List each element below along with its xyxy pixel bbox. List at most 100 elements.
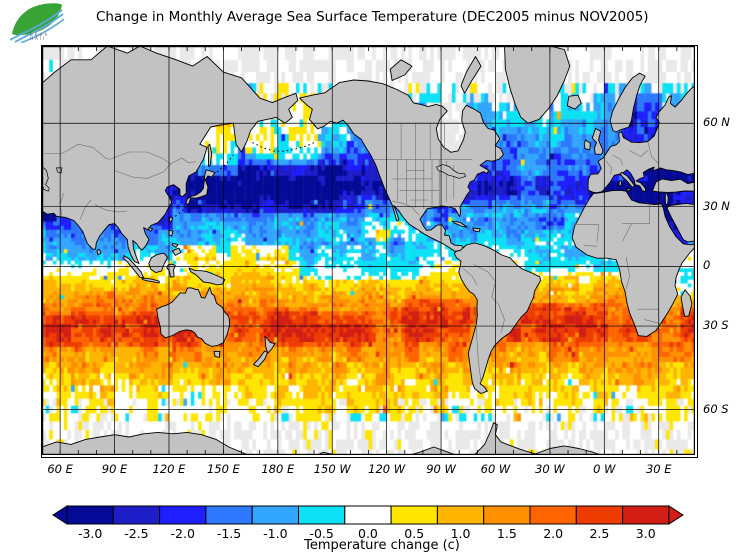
land-australia xyxy=(156,286,231,347)
land-levant xyxy=(664,191,669,205)
land-antarctica xyxy=(42,422,602,455)
colorbar-segment xyxy=(205,505,253,525)
land-iceland xyxy=(566,94,582,110)
islands-kurils xyxy=(216,154,234,173)
land-arabia-west xyxy=(666,202,695,243)
lon-tick-label: 150 E xyxy=(206,462,240,476)
colorbar-tick-label: -2.5 xyxy=(124,526,148,541)
figure-title: Change in Monthly Average Sea Surface Te… xyxy=(96,9,649,25)
lon-tick-label: 30 E xyxy=(645,462,672,476)
country-border xyxy=(622,223,632,242)
colorbar-tick-label: -2.0 xyxy=(171,526,195,541)
land-italy xyxy=(619,171,636,188)
land-uk xyxy=(591,127,604,155)
colorbar-segment xyxy=(159,505,207,525)
land-java xyxy=(141,277,160,284)
wave-lines-icon xyxy=(9,9,63,41)
colorbar-segment xyxy=(483,505,531,525)
colorbar: -3.0 -2.5 -2.0 -1.5 -1.0 -0.5 0.0 0.5 1.0 1.5 2.0 2… xyxy=(52,505,684,541)
land-madagascar xyxy=(680,289,693,317)
land-eurasia xyxy=(42,46,299,264)
country-border xyxy=(462,268,478,286)
land-africa xyxy=(571,189,695,337)
land-mindanao xyxy=(171,247,182,256)
lon-tick-label: 60 W xyxy=(480,462,511,476)
lat-tick-label: 60 N xyxy=(703,115,730,130)
colorbar-tick-label: 2.5 xyxy=(590,526,610,541)
colorbar-tick-label: -1.0 xyxy=(263,526,287,541)
lon-tick-label: 180 E xyxy=(261,462,295,476)
land-south-america xyxy=(453,242,541,394)
land-nz-south xyxy=(253,350,268,368)
colorbar-segment xyxy=(575,505,624,525)
land-victoria-island xyxy=(389,59,413,81)
colorbar-tick-label: 0.5 xyxy=(404,526,424,541)
lat-tick-label: 30 S xyxy=(703,318,729,333)
map-overlay xyxy=(42,46,695,455)
logo-caption: BRUA HAII xyxy=(30,32,50,41)
country-border xyxy=(94,204,128,213)
colorbar-caption: Temperature change (c) xyxy=(304,538,460,553)
colorbar-tick-label: 3.0 xyxy=(636,526,656,541)
colorbar-segment xyxy=(529,505,577,525)
islands-ryukyus xyxy=(174,206,187,217)
land-luzon xyxy=(168,230,174,237)
map-panel xyxy=(41,45,698,458)
land-anatolia xyxy=(651,178,695,193)
land-taiwan xyxy=(168,216,174,223)
lon-tick-label: 90 W xyxy=(426,462,456,476)
colorbar-segment xyxy=(622,505,670,525)
colorbar-segment xyxy=(344,505,392,525)
lat-tick-label: 30 N xyxy=(703,198,730,213)
colorbar-tick-label: 0.0 xyxy=(358,526,378,541)
colorbar-tick-label: -0.5 xyxy=(309,526,333,541)
land-hainan xyxy=(148,227,154,232)
land-europe xyxy=(587,85,695,194)
land-nz-north xyxy=(264,335,276,354)
lon-tick-label: 120 W xyxy=(368,462,406,476)
colorbar-tick-label: -3.0 xyxy=(78,526,102,541)
land-sicily xyxy=(626,187,632,192)
agency-leaf-logo xyxy=(9,3,65,43)
country-border xyxy=(647,141,659,164)
islands-aleutians xyxy=(252,142,315,152)
land-cuba xyxy=(451,220,468,228)
land-baffin xyxy=(460,56,482,94)
colorbar-segment xyxy=(298,505,346,525)
country-border xyxy=(625,256,631,290)
lon-tick-label: 0 W xyxy=(593,462,616,476)
land-visayas xyxy=(172,242,179,248)
map-frame xyxy=(42,46,695,455)
leaf-icon xyxy=(12,3,62,36)
land-sri-lanka xyxy=(96,248,102,256)
lon-tick-label: 60 E xyxy=(47,462,73,476)
colorbar-segment xyxy=(436,505,485,525)
colorbar-segment xyxy=(390,505,438,525)
country-border xyxy=(43,143,110,160)
country-border xyxy=(473,264,505,333)
lat-tick-label: 0 xyxy=(703,258,711,273)
colorbar-arrow-right xyxy=(668,505,684,525)
land-sakhalin xyxy=(207,143,213,167)
colorbar-arrow-left xyxy=(52,505,68,525)
country-border xyxy=(108,151,196,165)
land-ireland xyxy=(583,139,591,151)
country-border xyxy=(629,150,648,157)
land-new-guinea xyxy=(188,267,226,286)
colorbar-tick-label: 1.0 xyxy=(451,526,471,541)
country-border xyxy=(596,224,600,242)
land-borneo xyxy=(148,252,168,274)
land-north-america xyxy=(299,79,504,252)
lon-tick-label: 150 W xyxy=(313,462,351,476)
great-lakes xyxy=(436,164,466,179)
land-sardinia xyxy=(618,180,623,187)
land-tasmania xyxy=(213,350,221,358)
land-scandinavia xyxy=(609,72,646,133)
country-border xyxy=(392,200,420,216)
lon-tick-label: 90 E xyxy=(101,462,128,476)
country-border xyxy=(612,154,623,166)
lat-tick-label: 60 S xyxy=(703,401,729,416)
country-border xyxy=(605,160,612,174)
land-hispaniola xyxy=(472,227,481,233)
